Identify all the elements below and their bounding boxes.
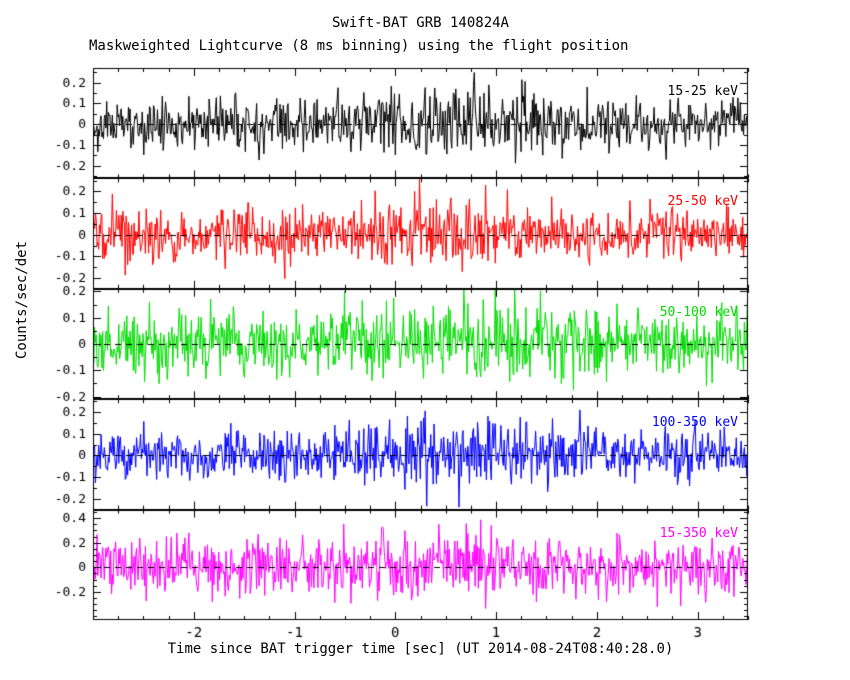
energy-band-label-100-350kev: 100-350 keV — [651, 415, 738, 431]
chart-subtitle: Maskweighted Lightcurve (8 ms binning) u… — [89, 38, 629, 54]
energy-band-label-15-350kev: 15-350 keV — [659, 525, 738, 541]
y-axis-label: Counts/sec/det — [14, 240, 30, 360]
energy-band-label-50-100kev: 50-100 keV — [659, 304, 738, 320]
x-axis-label: Time since BAT trigger time [sec] (UT 20… — [167, 641, 674, 657]
energy-band-label-15-25kev: 15-25 keV — [667, 84, 738, 99]
chart-title: Swift-BAT GRB 140824A — [331, 15, 509, 31]
energy-band-label-25-50kev: 25-50 keV — [667, 194, 738, 210]
